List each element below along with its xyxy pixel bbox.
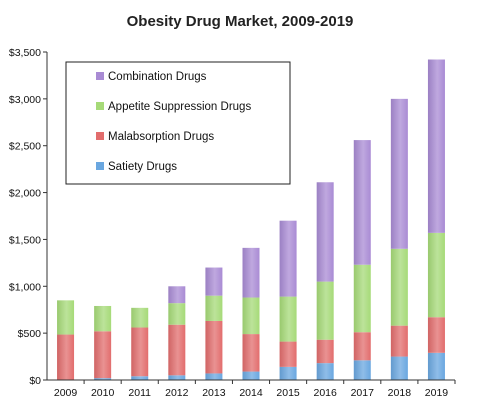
legend-swatch xyxy=(96,162,104,170)
bar-segment xyxy=(427,352,445,380)
bar-segment xyxy=(427,59,445,233)
y-tick-label: $3,500 xyxy=(9,47,41,59)
bar-segment xyxy=(205,295,223,321)
bar-segment xyxy=(279,341,297,367)
bar-segment xyxy=(279,220,297,297)
legend: Combination Drugs Appetite Suppression Dr… xyxy=(65,61,291,185)
y-tick-label: $2,000 xyxy=(9,188,41,200)
bar-segment xyxy=(390,325,408,357)
x-tick-label: 2012 xyxy=(165,387,189,399)
bar-segment xyxy=(316,182,334,282)
bar-segment xyxy=(242,334,260,372)
y-tick-label: $1,000 xyxy=(9,281,41,293)
x-tick-label: 2010 xyxy=(91,387,115,399)
bars xyxy=(57,59,445,380)
bar-segment xyxy=(205,373,223,380)
x-tick-label: 2009 xyxy=(54,387,78,399)
bar-segment xyxy=(131,327,149,377)
legend-swatch xyxy=(96,132,104,140)
bar-segment xyxy=(168,375,186,380)
bar-segment xyxy=(316,339,334,364)
x-axis: 2009 2010 2011 2012 2013 2014 2015 2016 2017 2018… xyxy=(47,379,456,399)
bar-segment xyxy=(390,98,408,249)
y-tick-label: $2,500 xyxy=(9,141,41,153)
bar-segment xyxy=(205,267,223,296)
x-tick-label: 2015 xyxy=(276,387,300,399)
y-tick-label: $500 xyxy=(18,328,42,340)
bar-segment xyxy=(279,366,297,380)
chart-title: Obesity Drug Market, 2009-2019 xyxy=(127,13,354,30)
legend-label: Appetite Suppression Drugs xyxy=(108,101,251,113)
legend-label: Satiety Drugs xyxy=(108,161,177,173)
y-tick-label: $0 xyxy=(29,375,41,387)
bar-segment xyxy=(94,378,112,380)
bar-segment xyxy=(316,363,334,380)
y-tick-label: $3,000 xyxy=(9,94,41,106)
bar-segment xyxy=(353,140,371,265)
x-tick-label: 2019 xyxy=(425,387,449,399)
bar-segment xyxy=(168,286,186,304)
bar-segment xyxy=(242,247,260,298)
bar-segment xyxy=(390,356,408,380)
bar-segment xyxy=(353,264,371,333)
x-tick-label: 2017 xyxy=(351,387,375,399)
bar-segment xyxy=(131,376,149,380)
legend-swatch xyxy=(96,72,104,80)
bar-segment xyxy=(94,331,112,379)
legend-label: Malabsorption Drugs xyxy=(108,131,214,143)
bar-segment xyxy=(205,320,223,374)
bar-segment xyxy=(57,300,75,335)
bar-segment xyxy=(390,248,408,326)
bar-segment xyxy=(353,332,371,361)
bar-segment xyxy=(242,297,260,335)
bar-segment xyxy=(427,317,445,353)
legend-swatch xyxy=(96,102,104,110)
y-tick-label: $1,500 xyxy=(9,234,41,246)
x-tick-label: 2016 xyxy=(314,387,338,399)
bar-segment xyxy=(131,307,149,328)
bar-segment xyxy=(353,360,371,380)
bar-segment xyxy=(242,371,260,380)
x-tick-label: 2013 xyxy=(202,387,226,399)
bar-segment xyxy=(57,334,75,380)
x-tick-label: 2018 xyxy=(388,387,412,399)
bar-segment xyxy=(94,305,112,332)
x-tick-label: 2014 xyxy=(239,387,263,399)
bar-segment xyxy=(427,232,445,318)
bar-segment xyxy=(168,324,186,376)
x-tick-label: 2011 xyxy=(128,387,151,399)
bar-segment xyxy=(279,296,297,342)
y-axis: $0 $500 $1,000 $1,500 $2,000 $2,500 $3,000 $3,5… xyxy=(9,47,48,387)
bar-segment xyxy=(316,281,334,340)
bar-segment xyxy=(168,303,186,325)
legend-label: Combination Drugs xyxy=(108,71,207,83)
